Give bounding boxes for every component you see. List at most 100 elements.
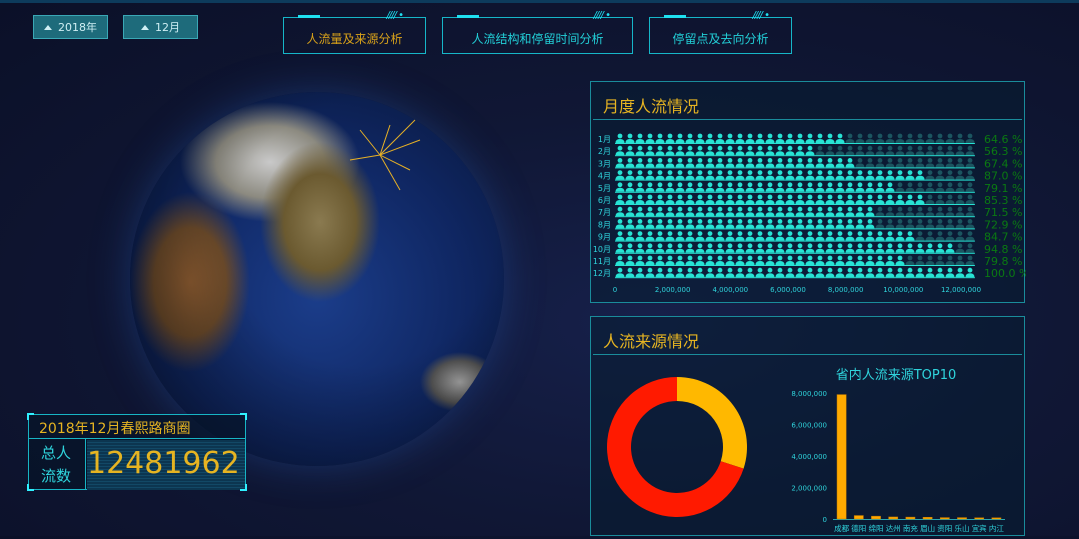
person-head bbox=[907, 206, 913, 212]
tab-flow-source[interactable]: //// • 人流量及来源分析 bbox=[283, 10, 426, 54]
person-body bbox=[705, 175, 715, 180]
person-head bbox=[717, 194, 723, 200]
person-icon bbox=[885, 255, 895, 265]
person-body bbox=[785, 261, 795, 265]
person-icon bbox=[675, 219, 685, 229]
person-icon bbox=[715, 219, 725, 229]
person-body bbox=[765, 139, 775, 143]
person-icon bbox=[615, 206, 625, 217]
tab-stay-destination[interactable]: //// • 停留点及去向分析 bbox=[649, 10, 792, 54]
person-head bbox=[617, 267, 623, 273]
person-head bbox=[777, 255, 783, 261]
person-icon bbox=[875, 255, 885, 265]
person-icon bbox=[755, 158, 765, 168]
person-head bbox=[837, 231, 843, 236]
person-body bbox=[625, 273, 635, 278]
person-body bbox=[735, 224, 745, 229]
person-icon bbox=[635, 219, 645, 229]
person-body bbox=[955, 261, 965, 265]
person-body bbox=[815, 236, 825, 241]
person-icon bbox=[955, 170, 965, 180]
person-head bbox=[687, 243, 693, 249]
person-icon bbox=[745, 170, 755, 180]
person-icon bbox=[695, 145, 705, 156]
person-body bbox=[715, 248, 725, 253]
person-head bbox=[617, 231, 623, 236]
person-head bbox=[967, 133, 973, 139]
person-icon bbox=[865, 267, 875, 278]
person-body bbox=[715, 273, 725, 278]
person-body bbox=[775, 163, 785, 168]
person-head bbox=[727, 182, 733, 188]
person-body bbox=[815, 261, 825, 265]
person-body bbox=[955, 163, 965, 168]
person-head bbox=[907, 267, 913, 273]
person-body bbox=[655, 248, 665, 253]
person-icon bbox=[715, 158, 725, 168]
person-icon bbox=[625, 182, 635, 192]
person-body bbox=[915, 224, 925, 229]
person-body bbox=[725, 175, 735, 180]
person-head bbox=[937, 182, 943, 188]
person-head bbox=[787, 231, 793, 236]
person-icon bbox=[935, 182, 945, 192]
tab-notch bbox=[298, 15, 320, 18]
person-head bbox=[697, 219, 703, 224]
person-body bbox=[825, 212, 835, 217]
person-body bbox=[615, 200, 625, 204]
person-body bbox=[765, 261, 775, 265]
person-body bbox=[675, 248, 685, 253]
person-icon bbox=[745, 231, 755, 241]
person-icon bbox=[885, 206, 895, 217]
earth-globe[interactable] bbox=[130, 92, 504, 466]
person-icon bbox=[955, 206, 965, 217]
person-body bbox=[675, 175, 685, 180]
x-tick-label: 资阳 bbox=[937, 523, 952, 533]
person-body bbox=[955, 175, 965, 180]
person-head bbox=[967, 170, 973, 175]
row-baseline bbox=[615, 277, 975, 279]
person-head bbox=[747, 255, 753, 261]
person-icon bbox=[755, 182, 765, 192]
person-head bbox=[857, 206, 863, 212]
person-body bbox=[825, 248, 835, 253]
person-body bbox=[705, 187, 715, 192]
person-icon bbox=[635, 243, 645, 253]
person-body bbox=[955, 236, 965, 241]
year-value: 2018年 bbox=[58, 21, 97, 34]
person-head bbox=[767, 194, 773, 200]
person-head bbox=[617, 182, 623, 188]
person-head bbox=[787, 158, 793, 163]
percent-label: 56.3 % bbox=[984, 145, 1022, 158]
person-body bbox=[645, 187, 655, 192]
person-head bbox=[927, 158, 933, 163]
person-body bbox=[735, 261, 745, 265]
person-head bbox=[847, 267, 853, 273]
person-head bbox=[897, 267, 903, 273]
tab-notch bbox=[664, 15, 686, 18]
y-tick-label: 8,000,000 bbox=[791, 390, 827, 398]
month-selector[interactable]: 12月 bbox=[123, 15, 198, 39]
person-head bbox=[767, 243, 773, 249]
person-head bbox=[887, 219, 893, 224]
person-icon bbox=[685, 158, 695, 168]
person-icon bbox=[945, 170, 955, 180]
person-body bbox=[765, 200, 775, 204]
person-icon bbox=[795, 255, 805, 265]
person-icon bbox=[885, 219, 895, 229]
person-body bbox=[965, 248, 975, 253]
person-head bbox=[947, 145, 953, 151]
tab-structure-stay[interactable]: //// • 人流结构和停留时间分析 bbox=[442, 10, 633, 54]
year-selector[interactable]: 2018年 bbox=[33, 15, 108, 39]
top-border bbox=[0, 0, 1079, 3]
person-icon bbox=[745, 145, 755, 156]
person-icon bbox=[805, 219, 815, 229]
person-body bbox=[665, 175, 675, 180]
person-body bbox=[905, 236, 915, 241]
person-body bbox=[705, 261, 715, 265]
person-body bbox=[755, 151, 765, 156]
person-body bbox=[835, 175, 845, 180]
person-icon bbox=[865, 182, 875, 192]
person-icon bbox=[835, 170, 845, 180]
tab-notch bbox=[457, 15, 479, 18]
